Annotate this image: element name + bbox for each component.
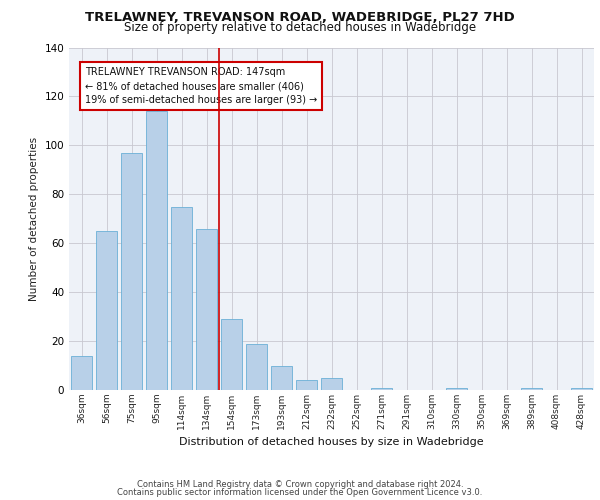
X-axis label: Distribution of detached houses by size in Wadebridge: Distribution of detached houses by size … <box>179 438 484 448</box>
Text: Contains HM Land Registry data © Crown copyright and database right 2024.: Contains HM Land Registry data © Crown c… <box>137 480 463 489</box>
Text: TRELAWNEY, TREVANSON ROAD, WADEBRIDGE, PL27 7HD: TRELAWNEY, TREVANSON ROAD, WADEBRIDGE, P… <box>85 11 515 24</box>
Bar <box>221 319 242 390</box>
Bar <box>521 388 542 390</box>
Bar <box>196 228 217 390</box>
Y-axis label: Number of detached properties: Number of detached properties <box>29 136 39 301</box>
Text: Contains public sector information licensed under the Open Government Licence v3: Contains public sector information licen… <box>118 488 482 497</box>
Text: TRELAWNEY TREVANSON ROAD: 147sqm
← 81% of detached houses are smaller (406)
19% : TRELAWNEY TREVANSON ROAD: 147sqm ← 81% o… <box>85 67 317 105</box>
Bar <box>146 111 167 390</box>
Bar <box>296 380 317 390</box>
Bar <box>371 388 392 390</box>
Bar <box>121 152 142 390</box>
Text: Size of property relative to detached houses in Wadebridge: Size of property relative to detached ho… <box>124 22 476 35</box>
Bar <box>71 356 92 390</box>
Bar <box>571 388 592 390</box>
Bar <box>96 231 117 390</box>
Bar <box>271 366 292 390</box>
Bar <box>446 388 467 390</box>
Bar <box>171 206 192 390</box>
Bar <box>321 378 342 390</box>
Bar <box>246 344 267 390</box>
